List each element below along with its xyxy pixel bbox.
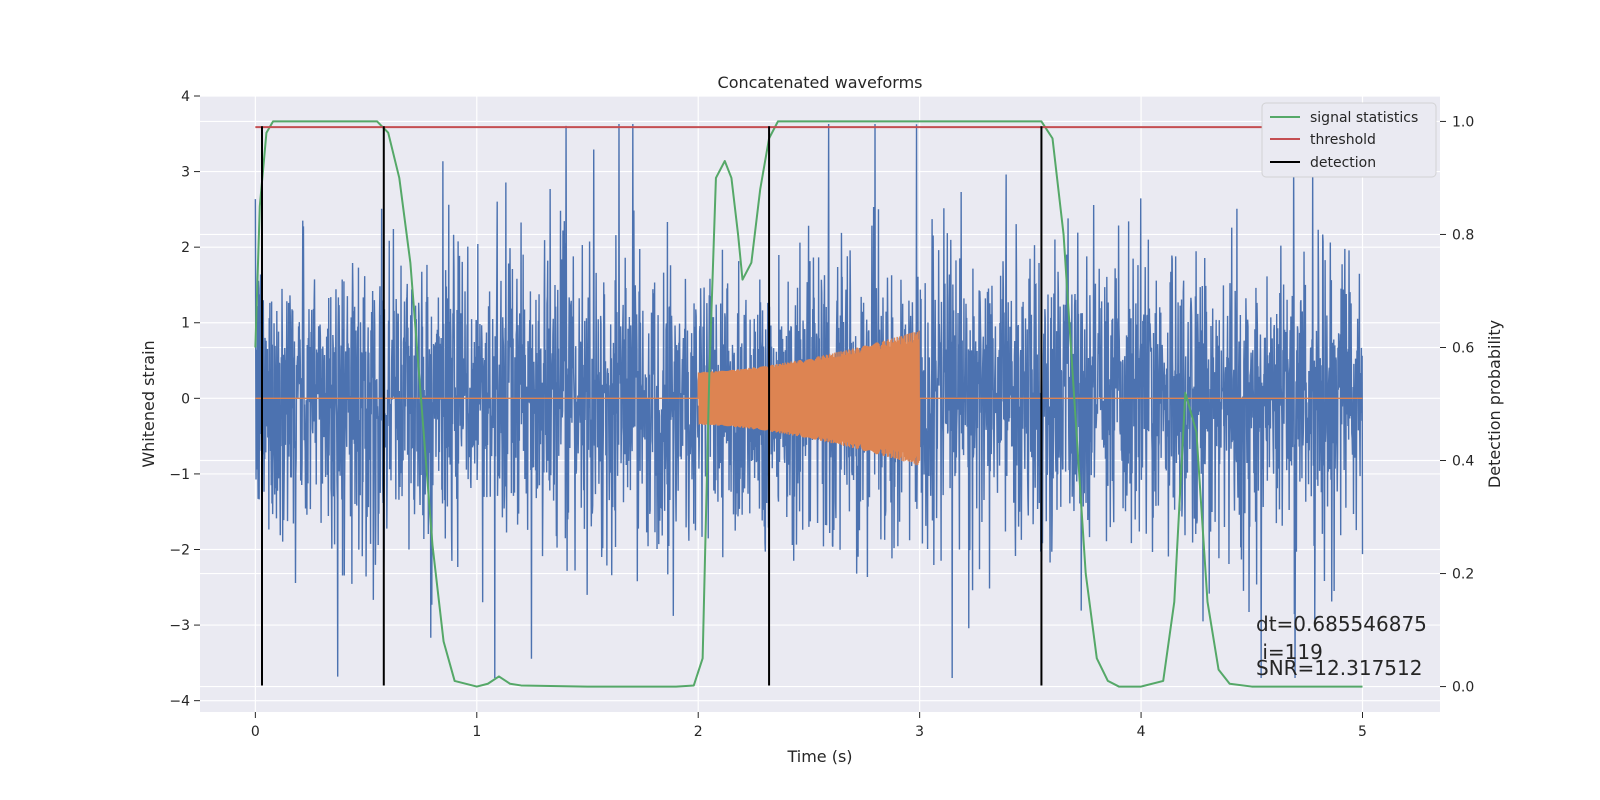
x-tick-label: 4 [1137,724,1146,740]
y-tick-label: −3 [169,618,190,634]
series-noise-line [254,123,1364,678]
y-tick-label: 0 [181,391,190,407]
y-tick-label: 1 [181,316,190,332]
y-tick-label: 4 [181,89,190,105]
legend-box [1261,102,1437,178]
y2-axis-label: Detection probability [1485,320,1504,488]
y2-tick-label: 0.2 [1452,567,1474,583]
y2-tick-label: 0.4 [1452,454,1474,470]
plot-area [254,120,1364,688]
x-tick-label: 3 [915,724,924,740]
y2-tick-label: 0.6 [1452,340,1474,356]
legend-label-threshold: threshold [1310,132,1376,148]
annotation-dt: dt=0.685546875 [1256,612,1427,636]
y2-tick-label: 0.8 [1452,227,1474,243]
x-tick-label: 2 [694,724,703,740]
annotation-snr: SNR=12.317512 [1256,656,1422,680]
left-axis: −4 −3 −2 −1 0 1 2 3 4 [169,89,200,710]
x-tick-label: 0 [251,724,260,740]
right-axis: 0.0 0.2 0.4 0.6 0.8 1.0 [1440,114,1474,696]
legend-label-detection: detection [1310,155,1376,171]
series-signal-statistics-line [254,120,1363,688]
x-tick-label: 5 [1358,724,1367,740]
x-axis-label: Time (s) [786,747,852,766]
y-tick-label: −1 [169,467,190,483]
legend: signal statistics threshold detection [1261,102,1437,178]
annotation-index: i=119 [1256,640,1323,664]
y-tick-label: 3 [181,165,190,181]
y-tick-label: 2 [181,240,190,256]
y-tick-label: −2 [169,542,190,558]
y-tick-label: −4 [169,694,190,710]
series-waveform-line [255,330,1363,466]
y2-tick-label: 0.0 [1452,680,1474,696]
y2-tick-label: 1.0 [1452,114,1474,130]
x-tick-label: 1 [472,724,481,740]
x-axis: 0 1 2 3 4 5 [251,712,1367,740]
y-axis-label: Whitened strain [139,340,158,467]
chart-title: Concatenated waveforms [718,73,923,92]
legend-label-signal-statistics: signal statistics [1310,110,1418,126]
